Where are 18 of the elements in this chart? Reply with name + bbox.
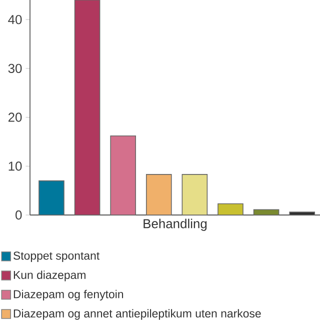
legend-label: Kun diazepam <box>14 270 86 282</box>
bar <box>289 212 315 216</box>
bar <box>218 203 244 216</box>
bar <box>253 209 280 216</box>
bar <box>182 174 208 216</box>
y-tick-label: 0 <box>16 210 22 220</box>
y-tick-label: 30 <box>8 64 22 73</box>
bar <box>74 0 100 216</box>
bar <box>38 180 64 216</box>
y-tick-label: 20 <box>8 112 22 122</box>
legend-label: Diazepam og fenytoin <box>14 290 124 301</box>
x-axis-title: Behandling <box>144 218 207 231</box>
bar <box>110 135 136 216</box>
bar <box>146 174 172 216</box>
y-tick-label: 10 <box>8 162 22 171</box>
legend-label: Stoppet spontant <box>14 252 100 262</box>
y-tick-label: 40 <box>8 14 22 24</box>
legend-label: Diazepam og annet antiepileptikum uten narkose <box>14 309 261 320</box>
